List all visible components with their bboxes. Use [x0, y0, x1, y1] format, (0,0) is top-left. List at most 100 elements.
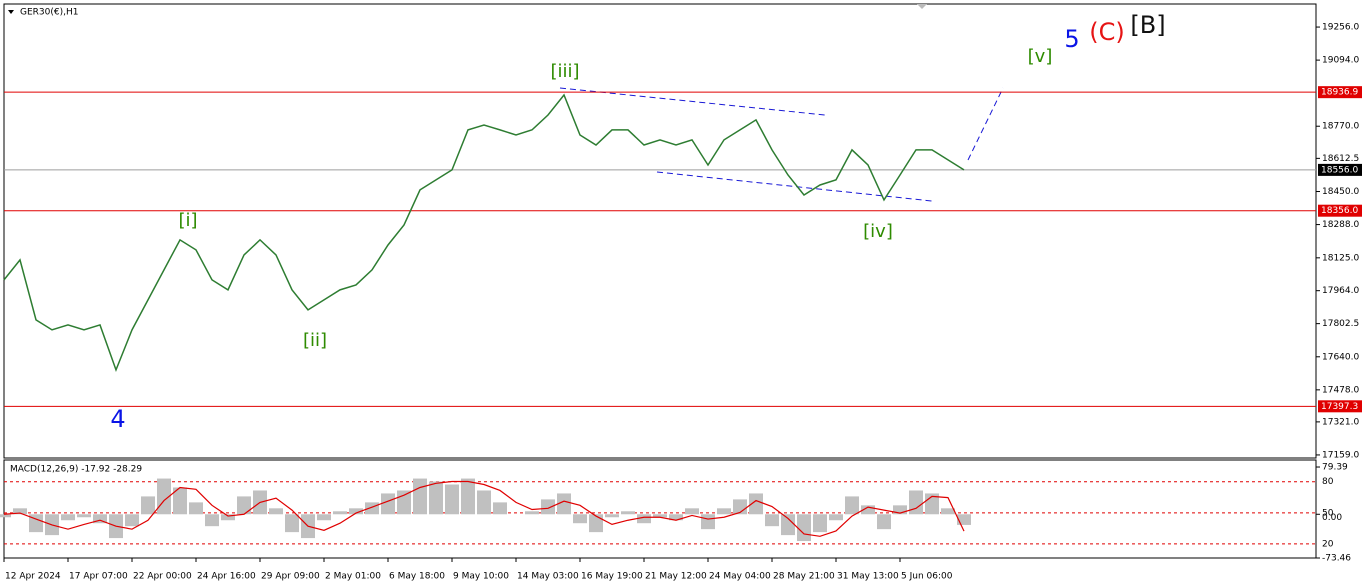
macd-frame [3, 459, 1317, 559]
histogram-bar [685, 508, 699, 515]
histogram-bar [813, 514, 827, 533]
x-tick-label: 14 May 03:00 [517, 572, 579, 582]
histogram-bar [13, 508, 27, 515]
signal-line [3, 480, 965, 537]
y-tick-label: 18125.0 [1322, 253, 1359, 263]
histogram-bar [429, 481, 443, 515]
histogram-bar [749, 493, 763, 515]
histogram-bar [61, 514, 75, 521]
level-label-box [1318, 163, 1362, 176]
level-label: 18356.0 [1321, 206, 1358, 216]
histogram-bar [893, 505, 907, 515]
histogram-bar [797, 514, 811, 542]
histogram-bar [445, 484, 459, 515]
x-tick-label: 12 Apr 2024 [5, 572, 61, 582]
x-tick-label: 9 May 10:00 [453, 572, 509, 582]
y2-tick-label: 80 [1322, 477, 1334, 487]
y-tick-label: 18612.5 [1322, 154, 1359, 164]
projection-line [967, 87, 1004, 161]
macd-title: MACD(12,26,9) -17.92 -28.29 [10, 465, 142, 475]
level-label: 18936.9 [1321, 88, 1358, 98]
y-tick-label: 18288.0 [1322, 220, 1359, 230]
y-tick-label: 79.39 [1322, 463, 1348, 473]
shift-marker [917, 4, 927, 9]
histogram-bar [413, 478, 427, 515]
y2-tick-label: 20 [1322, 539, 1334, 549]
level-label: 17397.3 [1321, 402, 1358, 412]
wave-label: [iv] [863, 221, 893, 242]
histogram-bar [941, 508, 955, 515]
histogram-bar [285, 514, 299, 533]
histogram-bar [525, 511, 539, 515]
histogram-bar [381, 493, 395, 515]
y-tick-label: 17640.0 [1322, 352, 1359, 362]
histogram-bar [317, 514, 331, 521]
y-tick-label: 17321.0 [1322, 417, 1359, 427]
histogram-bar [77, 514, 91, 518]
histogram-bar [957, 514, 971, 525]
histogram-bar [621, 511, 635, 515]
histogram-bar [861, 505, 875, 515]
histogram-bar [269, 508, 283, 515]
wave-label: 4 [110, 405, 125, 433]
x-tick-label: 17 Apr 07:00 [69, 572, 128, 582]
wave-label: [i] [178, 210, 197, 231]
x-tick-label: 2 May 01:00 [325, 572, 381, 582]
y-tick-label: 19256.0 [1322, 23, 1359, 33]
histogram-bar [653, 514, 667, 518]
y-tick-label: 17964.0 [1322, 286, 1359, 296]
y-tick-label: 0.00 [1322, 513, 1342, 523]
histogram-bar [765, 514, 779, 527]
y-tick-label: 17802.5 [1322, 319, 1359, 329]
histogram-bar [589, 514, 603, 533]
histogram-bar [93, 514, 107, 524]
histogram-bar [397, 490, 411, 515]
histogram-bar [669, 514, 683, 521]
level-label-box [1318, 204, 1362, 217]
histogram-bar [0, 514, 11, 518]
histogram-bar [237, 496, 251, 515]
price-line [3, 93, 965, 372]
wave-label: [ii] [303, 330, 327, 351]
x-tick-label: 29 Apr 09:00 [261, 572, 320, 582]
y2-tick-label: 50 [1322, 508, 1334, 518]
histogram-bar [349, 508, 363, 515]
wave-label: [v] [1028, 46, 1053, 67]
histogram-bar [701, 514, 715, 530]
histogram-bar [845, 496, 859, 515]
histogram-bar [365, 502, 379, 515]
y-tick-label: 19094.0 [1322, 56, 1359, 66]
histogram-bar [189, 502, 203, 515]
histogram-bar [717, 508, 731, 515]
price-frame [3, 3, 1317, 459]
histogram-bar [125, 514, 139, 527]
wave-label: (C) [1089, 18, 1124, 46]
histogram-bar [877, 514, 891, 530]
x-tick-label: 6 May 18:00 [389, 572, 445, 582]
histogram-bar [829, 514, 843, 521]
histogram-bar [781, 514, 795, 536]
histogram-bar [141, 496, 155, 515]
x-tick-label: 5 Jun 06:00 [901, 572, 953, 582]
x-tick-label: 31 May 13:00 [837, 572, 899, 582]
wave-label: [B] [1130, 11, 1165, 39]
histogram-bar [573, 514, 587, 524]
x-tick-label: 21 May 12:00 [645, 572, 707, 582]
level-label-box [1318, 400, 1362, 413]
histogram-bar [205, 514, 219, 527]
level-label-box [1318, 86, 1362, 99]
x-tick-label: 28 May 21:00 [773, 572, 835, 582]
histogram-bar [557, 493, 571, 515]
histogram-bar [541, 499, 555, 515]
x-tick-label: 22 Apr 00:00 [133, 572, 192, 582]
wave-label: [iii] [550, 61, 579, 82]
y-tick-label: -73.46 [1322, 554, 1351, 564]
histogram-bar [461, 478, 475, 515]
histogram-bar [29, 514, 43, 533]
histogram-bar [477, 490, 491, 515]
wave-label: 5 [1064, 25, 1079, 53]
x-tick-label: 24 May 04:00 [709, 572, 771, 582]
histogram-bar [637, 514, 651, 524]
chart-title: GER30(€),H1 [20, 8, 78, 18]
histogram-bar [605, 514, 619, 518]
